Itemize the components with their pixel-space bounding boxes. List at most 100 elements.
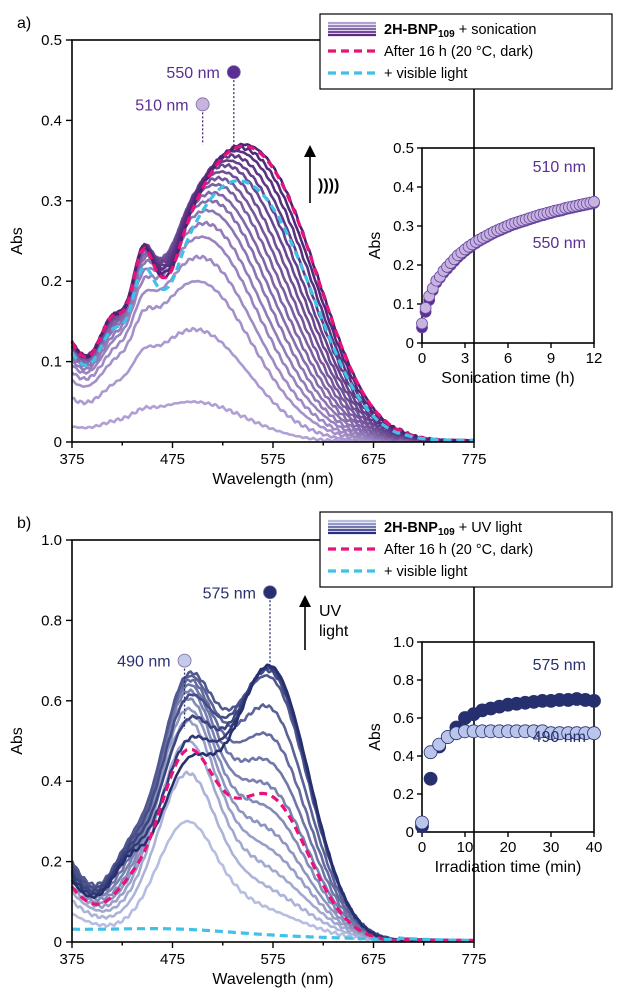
inset-y-tick-label: 0.4 (393, 179, 414, 196)
x-tick-label: 475 (160, 451, 185, 468)
inset-y-tick-label: 0.1 (393, 296, 414, 313)
y-tick-label: 0.6 (41, 693, 62, 710)
inset-y-tick-label: 0.6 (393, 710, 414, 727)
legend-rest: + UV light (455, 520, 522, 536)
legend-label: + visible light (384, 564, 467, 580)
sonication-icon: )))) (318, 177, 339, 194)
inset-x-tick-label: 10 (457, 839, 474, 856)
inset-series-label: 550 nm (533, 235, 586, 252)
x-tick-label: 675 (361, 951, 386, 968)
uv-label-line2: light (319, 623, 349, 640)
y-tick-label: 0.2 (41, 273, 62, 290)
uv-label-line1: UV (319, 603, 342, 620)
inset-y-tick-label: 0.2 (393, 786, 414, 803)
y-tick-label: 0.5 (41, 32, 62, 49)
y-tick-label: 0.4 (41, 773, 62, 790)
inset-x-tick-label: 9 (547, 350, 555, 367)
inset: 0 10 20 30 40 0 0.2 0.4 0.6 0.8 1.0 Irradiation tim… (367, 634, 602, 876)
y-tick-label: 0 (54, 934, 62, 951)
inset-x-tick-label: 0 (418, 350, 426, 367)
spectra-group (70, 663, 474, 943)
dashed-spectrum (72, 927, 473, 942)
inset: 0 3 6 9 12 0 0.1 0.2 0.3 0.4 0.5 Sonication time (h… (367, 140, 602, 387)
inset-x-tick-label: 40 (586, 839, 603, 856)
inset-y-tick-label: 0.4 (393, 748, 414, 765)
legend-bold: 2H-BNP (384, 22, 438, 38)
legend-label: 2H-BNP109 + sonication (384, 22, 537, 40)
x-tick-label: 575 (260, 451, 285, 468)
legend-label: After 16 h (20 °C, dark) (384, 44, 533, 60)
spectrum-line (70, 688, 474, 943)
inset-point (415, 815, 429, 830)
inset-x-axis-label: Sonication time (h) (441, 370, 574, 387)
up-arrow-head (304, 145, 316, 157)
plot-frame (71, 539, 475, 943)
y-tick-label: 0.8 (41, 612, 62, 629)
inset-x-tick-label: 20 (500, 839, 517, 856)
x-tick-label: 575 (260, 951, 285, 968)
x-tick-label: 475 (160, 951, 185, 968)
marker-label: 490 nm (117, 654, 170, 671)
inset-y-tick-label: 0 (406, 824, 414, 841)
x-tick-label: 375 (59, 951, 84, 968)
x-tick-label: 675 (361, 451, 386, 468)
legend: 2H-BNP109 + UV light After 16 h (20 °C, d… (319, 511, 613, 588)
inset-point (419, 301, 432, 314)
marker-dot (177, 653, 192, 668)
y-tick-label: 0 (54, 434, 62, 451)
legend-bold: 2H-BNP (384, 520, 438, 536)
marker-dot (226, 65, 241, 80)
y-tick-label: 0.3 (41, 193, 62, 210)
x-axis-label: Wavelength (nm) (212, 471, 333, 488)
legend-label: 2H-BNP109 + UV light (384, 520, 522, 538)
dashed-spectrum (70, 747, 473, 943)
up-arrow-head (299, 595, 311, 607)
legend: 2H-BNP109 + sonication After 16 h (20 °C,… (319, 13, 613, 90)
dashed-spectrum (70, 179, 473, 442)
dashed-spectrum (70, 144, 473, 442)
spectrum-line (70, 664, 474, 943)
inset-x-axis-label: Irradiation time (min) (435, 859, 582, 876)
y-tick-label: 1.0 (41, 532, 62, 549)
inset-y-tick-label: 0.8 (393, 672, 414, 689)
panel-label: b) (17, 515, 31, 532)
marker-label: 575 nm (203, 585, 256, 602)
inset-y-axis-label: Abs (367, 723, 384, 751)
x-tick-label: 775 (461, 951, 486, 968)
panel-b: b) 375 475 575 675 775 0 0.2 0.4 0.6 0.8 1.0 Wavelen… (9, 511, 613, 988)
panel-label: a) (17, 15, 31, 32)
inset-series-label: 510 nm (533, 159, 586, 176)
inset-x-tick-label: 0 (418, 839, 426, 856)
inset-y-tick-label: 0.3 (393, 218, 414, 235)
inset-y-tick-label: 0.2 (393, 257, 414, 274)
legend-subscript: 109 (438, 527, 455, 538)
inset-point (416, 317, 428, 330)
inset-point (587, 726, 601, 741)
inset-series-label: 575 nm (533, 657, 586, 674)
marker-dot (263, 585, 277, 600)
y-tick-label: 0.4 (41, 112, 62, 129)
inset-point (587, 694, 601, 708)
inset-point (588, 195, 600, 208)
legend-label: + visible light (384, 66, 467, 82)
inset-x-tick-label: 12 (586, 350, 603, 367)
inset-x-tick-label: 6 (504, 350, 512, 367)
x-tick-label: 775 (461, 451, 486, 468)
spectrum-line (70, 697, 474, 943)
inset-x-tick-label: 3 (461, 350, 469, 367)
inset-y-tick-label: 1.0 (393, 634, 414, 651)
inset-series-label: 490 nm (533, 729, 586, 746)
marker-label: 510 nm (135, 97, 188, 114)
x-tick-label: 375 (59, 451, 84, 468)
inset-point (423, 771, 438, 786)
y-tick-label: 0.1 (41, 354, 62, 371)
inset-x-tick-label: 30 (543, 839, 560, 856)
y-tick-label: 0.2 (41, 854, 62, 871)
y-axis-label: Abs (9, 227, 26, 255)
x-axis-label: Wavelength (nm) (212, 971, 333, 988)
inset-y-axis-label: Abs (367, 232, 384, 260)
panel-a: a) 375 475 575 675 775 0 0.1 0.2 0.3 0.4 0.5 Wavelen… (9, 13, 613, 488)
legend-rest: + sonication (455, 22, 537, 38)
legend-subscript: 109 (438, 29, 455, 40)
